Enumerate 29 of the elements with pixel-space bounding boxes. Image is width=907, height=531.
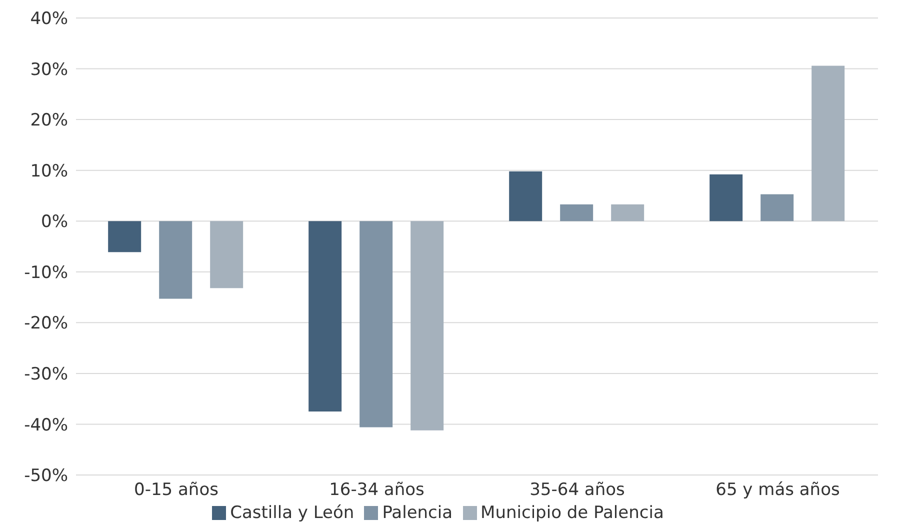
y-tick-label: -30% — [24, 364, 68, 384]
x-tick-label: 16-34 años — [329, 480, 425, 500]
legend-label: Castilla y León — [230, 503, 354, 523]
bar — [410, 221, 444, 430]
y-tick-label: 10% — [30, 161, 68, 182]
bar — [308, 221, 342, 412]
bar — [560, 204, 594, 222]
y-tick-label: 20% — [30, 110, 68, 131]
bar — [210, 221, 244, 288]
y-tick-label: 0% — [41, 212, 68, 232]
x-tick-label: 0-15 años — [134, 480, 219, 500]
y-tick-label: -20% — [24, 314, 68, 334]
bar — [108, 221, 142, 252]
y-tick-label: -50% — [24, 466, 68, 486]
y-tick-label: 40% — [30, 9, 68, 30]
y-tick-label: -40% — [24, 415, 68, 436]
y-tick-label: -10% — [24, 262, 68, 283]
x-tick-label: 65 y más años — [716, 480, 840, 500]
bar — [812, 66, 845, 222]
x-tick-label: 35-64 años — [530, 480, 626, 500]
bar — [611, 204, 644, 222]
bar — [710, 174, 743, 222]
legend-label: Palencia — [382, 503, 453, 523]
bar — [360, 221, 393, 428]
bar — [760, 194, 794, 222]
bar — [509, 171, 542, 222]
legend-label: Municipio de Palencia — [480, 503, 664, 523]
y-tick-label: 30% — [30, 60, 68, 80]
bar — [159, 221, 192, 299]
